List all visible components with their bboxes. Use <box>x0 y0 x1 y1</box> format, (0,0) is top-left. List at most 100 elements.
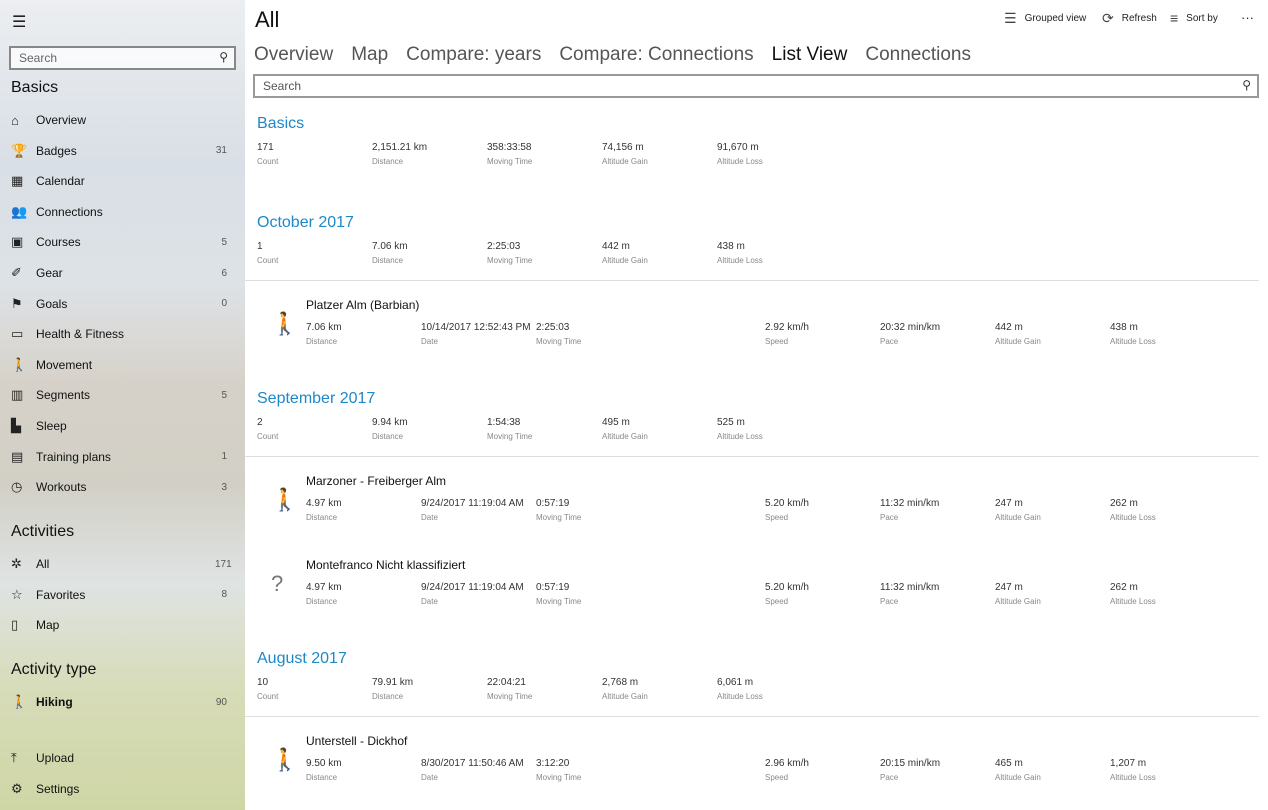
stat-value: 0:57:19 <box>536 582 570 593</box>
group-heading[interactable]: August 2017 <box>257 650 347 667</box>
list-item[interactable]: 🚶 Platzer Alm (Barbian) 7.06 km Distance 10/… <box>245 281 1259 365</box>
sidebar-item-all[interactable]: ✲ All 171 <box>0 550 245 578</box>
sidebar-item-sleep[interactable]: ▙ Sleep <box>0 412 245 440</box>
stat-label: Speed <box>765 513 789 522</box>
sidebar-item-label: Training plans <box>36 449 111 464</box>
list-item[interactable]: ? Montefranco Nicht klassifiziert 4.97 km D… <box>245 541 1259 625</box>
sidebar-item-calendar[interactable]: ▦ Calendar <box>0 167 245 195</box>
stat-speed: 2.92 km/h Speed <box>765 321 809 348</box>
sidebar-item-label: Badges <box>36 143 77 158</box>
tab-compare-connections[interactable]: Compare: Connections <box>559 44 754 65</box>
stat-label: Date <box>421 597 438 606</box>
sidebar-item-hiking[interactable]: 🚶 Hiking 90 <box>0 688 245 716</box>
sidebar-item-favorites[interactable]: ☆ Favorites 8 <box>0 581 245 609</box>
stat-value: 79.91 km <box>372 677 414 688</box>
tab-list-view[interactable]: List View <box>771 44 848 65</box>
stat-label: Moving Time <box>487 432 533 441</box>
stat-count: 10 Count <box>257 676 278 703</box>
stat-count: 1 Count <box>257 240 278 267</box>
sidebar-item-gear[interactable]: ✐ Gear 6 <box>0 259 245 287</box>
sidebar-item-health-fitness[interactable]: ▭ Health & Fitness <box>0 320 245 348</box>
stat-altitude-loss: 262 m Altitude Loss <box>1110 497 1156 524</box>
group-heading[interactable]: October 2017 <box>257 214 354 231</box>
stat-label: Moving Time <box>536 597 582 606</box>
stat-value: 525 m <box>717 417 745 428</box>
stat-altitude-gain: 442 m Altitude Gain <box>602 240 648 267</box>
unknown-activity-icon: ? <box>271 571 284 596</box>
sidebar-item-label: Movement <box>36 357 93 372</box>
sidebar-item-goals[interactable]: ⚑ Goals 0 <box>0 290 245 318</box>
stat-distance: 2,151.21 km Distance <box>372 141 427 168</box>
stat-value: 3:12:20 <box>536 758 570 769</box>
stat-label: Count <box>257 256 279 265</box>
sidebar-item-count: 3 <box>221 481 227 493</box>
sidebar-item-training-plans[interactable]: ▤ Training plans 1 <box>0 443 245 471</box>
home-icon: ⌂ <box>11 112 19 128</box>
stat-label: Date <box>421 773 438 782</box>
stat-altitude-loss: 1,207 m Altitude Loss <box>1110 757 1156 784</box>
tab-overview[interactable]: Overview <box>254 44 334 65</box>
stat-label: Pace <box>880 337 899 346</box>
stat-label: Altitude Gain <box>995 513 1041 522</box>
stat-label: Altitude Loss <box>1110 597 1156 606</box>
list-item[interactable]: 🚶 Unterstell - Dickhof 9.50 km Distance 8/30… <box>245 717 1259 801</box>
plan-icon: ▤ <box>11 448 24 464</box>
stat-label: Pace <box>880 773 899 782</box>
sidebar-item-courses[interactable]: ▣ Courses 5 <box>0 228 245 256</box>
sidebar-item-label: Map <box>36 618 60 633</box>
sidebar-item-overview[interactable]: ⌂ Overview <box>0 106 245 134</box>
list-search-input[interactable]: Search ⚲ <box>253 74 1259 98</box>
sidebar-item-count: 31 <box>215 145 227 157</box>
sort-by-label: Sort by <box>1186 12 1218 24</box>
sidebar-item-movement[interactable]: 🚶 Movement <box>0 351 245 379</box>
walk-icon: 🚶 <box>11 356 28 372</box>
hamburger-menu-icon[interactable]: ☰ <box>12 14 27 31</box>
group-summary: October 2017 1 Count 7.06 km Distance 2:25:03… <box>245 212 1259 281</box>
stat-value: 9/24/2017 11:19:04 AM <box>421 582 524 593</box>
sidebar-item-label: Courses <box>36 235 81 250</box>
tab-compare-years[interactable]: Compare: years <box>406 44 542 65</box>
stat-value: 262 m <box>1110 582 1138 593</box>
sidebar-item-settings[interactable]: ⚙ Settings <box>0 775 245 803</box>
stat-label: Speed <box>765 773 789 782</box>
sidebar-item-count: 1 <box>221 451 227 463</box>
stat-label: Altitude Gain <box>602 432 648 441</box>
basics-heading: Basics <box>11 79 59 96</box>
stat-label: Distance <box>372 432 404 441</box>
sort-by-button[interactable]: ≡ Sort by <box>1170 10 1218 26</box>
stat-value: 2:25:03 <box>487 241 521 252</box>
sidebar-search-input[interactable]: Search ⚲ <box>9 46 236 70</box>
group-heading[interactable]: September 2017 <box>257 390 376 407</box>
group-summary: August 2017 10 Count 79.91 km Distance 22:04:… <box>245 648 1259 717</box>
search-icon[interactable]: ⚲ <box>1242 78 1251 92</box>
stat-label: Altitude Loss <box>1110 337 1156 346</box>
sidebar-item-map[interactable]: ▯ Map <box>0 611 245 639</box>
stat-altitude-gain: 247 m Altitude Gain <box>995 497 1041 524</box>
sidebar-item-count: 5 <box>221 236 227 248</box>
sidebar-item-connections[interactable]: 👥 Connections <box>0 198 245 226</box>
more-button[interactable]: ··· <box>1241 10 1254 25</box>
tab-connections[interactable]: Connections <box>865 44 971 65</box>
sidebar-item-label: Settings <box>36 781 80 796</box>
sidebar-item-badges[interactable]: 🏆 Badges 31 <box>0 137 245 165</box>
stat-value: 7.06 km <box>306 322 342 333</box>
sidebar-item-label: Hiking <box>36 695 73 709</box>
sidebar-item-workouts[interactable]: ◷ Workouts 3 <box>0 473 245 501</box>
stat-distance: 7.06 km Distance <box>372 240 408 267</box>
main-content: All ☰ Grouped view ⟳ Refresh ≡ Sort by ··· … <box>245 0 1268 810</box>
stat-label: Altitude Gain <box>995 337 1041 346</box>
sidebar-item-upload[interactable]: ⤒ Upload <box>0 744 245 772</box>
stat-distance: 79.91 km Distance <box>372 676 413 703</box>
list-item[interactable]: 🚶 Marzoner - Freiberger Alm 4.97 km Distanc… <box>245 457 1259 541</box>
sidebar-item-label: Sleep <box>36 419 67 433</box>
sidebar-item-label: Segments <box>36 388 91 403</box>
tab-map[interactable]: Map <box>351 44 389 65</box>
stat-distance: 4.97 km Distance <box>306 497 342 524</box>
refresh-button[interactable]: ⟳ Refresh <box>1102 10 1157 27</box>
stat-value: 1 <box>257 241 263 252</box>
search-icon[interactable]: ⚲ <box>219 50 228 64</box>
grouped-view-button[interactable]: ☰ Grouped view <box>1004 10 1086 27</box>
stat-value: 10 <box>257 677 269 688</box>
stat-moving-time: 2:25:03 Moving Time <box>536 321 581 348</box>
sidebar-item-segments[interactable]: ▥ Segments 5 <box>0 381 245 409</box>
